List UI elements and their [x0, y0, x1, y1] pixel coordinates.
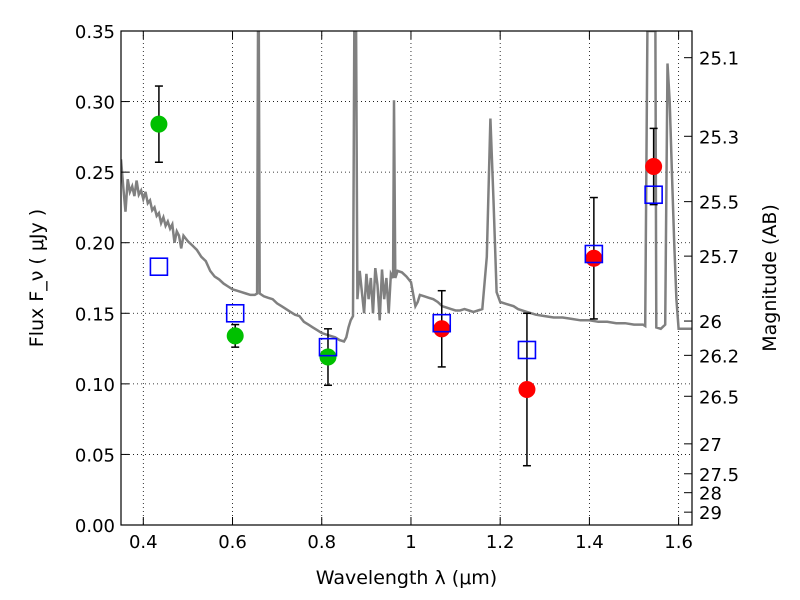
- observed-point: [645, 157, 663, 175]
- x-tick-label: 0.4: [129, 532, 158, 553]
- model-point: [584, 244, 604, 264]
- right-tick-label: 28: [699, 484, 722, 505]
- model-spectrum: [121, 31, 692, 344]
- y-axis-label: Flux F_ν ( μJy ): [26, 209, 48, 347]
- right-tick-label: 25.7: [699, 247, 739, 268]
- y-tick-label: 0.25: [75, 163, 115, 184]
- model-point: [517, 340, 537, 360]
- x-tick-label: 0.6: [218, 532, 247, 553]
- right-tick-label: 27: [699, 435, 722, 456]
- right-tick-label: 25.5: [699, 193, 739, 214]
- right-tick-label: 26.2: [699, 346, 739, 367]
- right-tick-label: 26.5: [699, 387, 739, 408]
- x-tick-label: 0.8: [307, 532, 336, 553]
- observed-point: [150, 115, 168, 133]
- right-tick-label: 29: [699, 503, 722, 524]
- right-axis-label: Magnitude (AB): [759, 204, 781, 352]
- y-axis-ticks: 0.00 0.05 0.10 0.15 0.20 0.25 0.30 0.35: [75, 22, 129, 537]
- observed-point: [319, 348, 337, 366]
- y-tick-label: 0.10: [75, 375, 115, 396]
- x-tick-label: 1: [405, 532, 416, 553]
- observed-point: [433, 320, 451, 338]
- model-point: [225, 303, 245, 323]
- right-tick-label: 26: [699, 312, 722, 333]
- y-tick-label: 0.05: [75, 445, 115, 466]
- x-axis-ticks: 0.4 0.6 0.8 1 1.2 1.4 1.6: [129, 31, 693, 553]
- plot-frame: [120, 30, 693, 526]
- x-tick-label: 1.6: [664, 532, 693, 553]
- data-markers: [149, 115, 663, 399]
- model-point: [318, 337, 338, 357]
- y-tick-label: 0.00: [75, 516, 115, 537]
- observed-point: [226, 327, 244, 345]
- x-tick-label: 1.4: [575, 532, 604, 553]
- x-axis-label: Wavelength λ (μm): [316, 567, 497, 589]
- model-point: [644, 185, 663, 205]
- y-tick-label: 0.30: [75, 93, 115, 114]
- observed-point: [518, 381, 536, 399]
- right-tick-label: 25.3: [699, 127, 739, 148]
- y-tick-label: 0.15: [75, 304, 115, 325]
- model-point: [149, 257, 169, 277]
- y-tick-label: 0.35: [75, 22, 115, 43]
- spectrum-line: [121, 31, 692, 344]
- observed-point: [585, 249, 603, 267]
- right-tick-label: 25.1: [699, 49, 739, 70]
- model-point: [432, 313, 452, 333]
- right-tick-label: 27.5: [699, 465, 739, 486]
- y-tick-label: 0.20: [75, 234, 115, 255]
- x-tick-label: 1.2: [486, 532, 515, 553]
